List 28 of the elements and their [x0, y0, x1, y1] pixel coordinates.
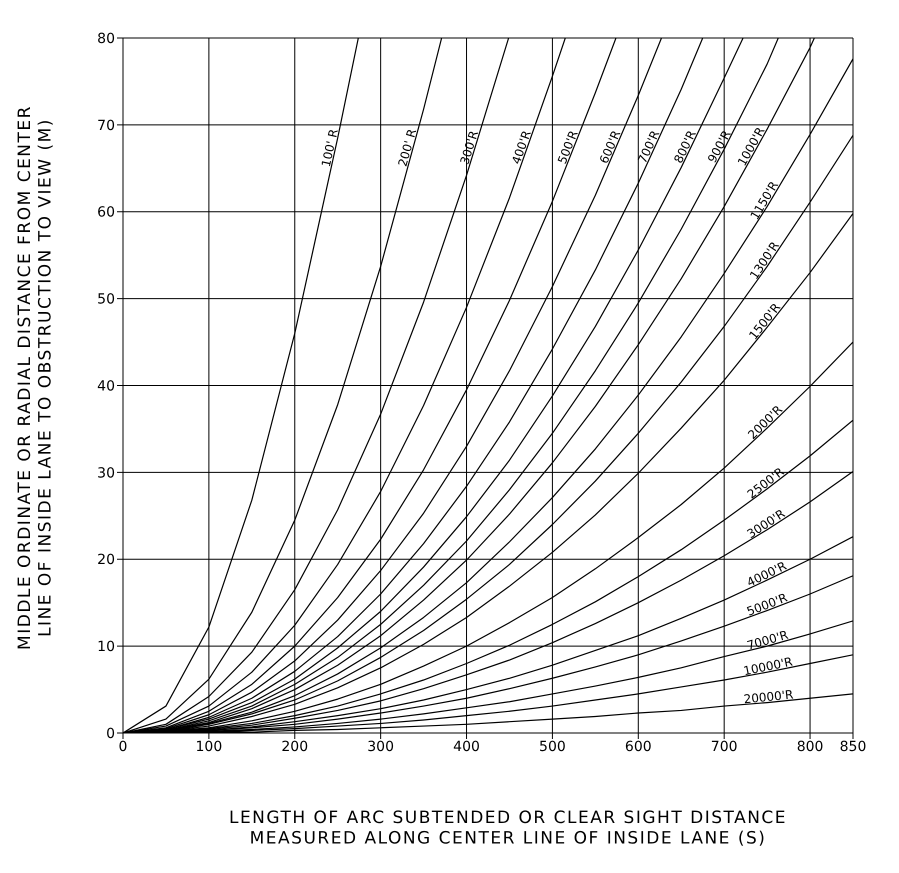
x-tick-label: 400 [453, 738, 480, 755]
text: 7000'R [745, 628, 790, 653]
x-axis-title: LENGTH OF ARC SUBTENDED OR CLEAR SIGHT DISTANCE MEASURED ALONG CENTER LINE OF INSIDE LANE (S) [228, 808, 788, 848]
text: 100' R [318, 128, 341, 168]
x-tick-label: 850 [840, 738, 866, 755]
text: 400'R [509, 128, 534, 166]
x-tick-label: 600 [624, 738, 652, 755]
x-tick-label: 300 [367, 738, 394, 755]
y-tick-label: 40 [97, 378, 115, 394]
x-tick-label: 700 [710, 738, 738, 755]
y-tick-label: 80 [97, 30, 115, 47]
x-tick-label: 500 [539, 738, 566, 755]
x-tick-label: 200 [281, 738, 308, 755]
y-tick-label: 30 [97, 465, 115, 482]
text: 300'R [458, 129, 482, 166]
text: 10000'R [742, 654, 794, 678]
text: 200' R [396, 127, 420, 168]
y-axis-title: MIDDLE ORDINATE OR RADIAL DISTANCE FROM CENTER LINE OF INSIDE LANE TO OBSTRUCTION TO VIEW (M) [15, 105, 56, 650]
y-tick-label: 50 [97, 292, 115, 308]
y-tick-label: 10 [97, 639, 115, 656]
y-tick-label: 70 [97, 118, 115, 134]
x-tick-label: 0 [118, 738, 128, 755]
y-tick-label: 20 [97, 552, 115, 568]
x-tick-label: 100 [196, 738, 222, 755]
y-tick-label: 0 [106, 726, 115, 742]
text: 20000'R [743, 687, 794, 706]
x-tick-label: 800 [796, 738, 824, 755]
y-tick-label: 60 [97, 204, 115, 221]
